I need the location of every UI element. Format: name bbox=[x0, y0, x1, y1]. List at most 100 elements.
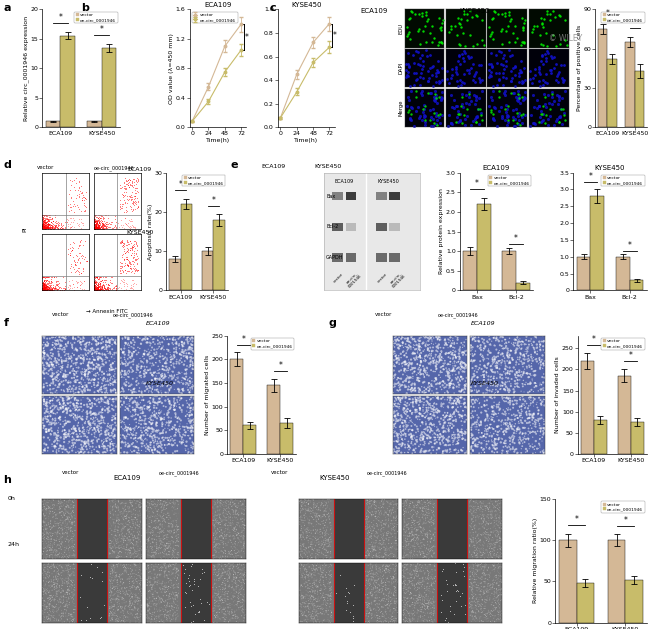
Point bbox=[69, 582, 79, 593]
Point bbox=[169, 562, 179, 572]
Point bbox=[52, 564, 62, 574]
Point bbox=[91, 219, 101, 229]
Point bbox=[136, 576, 147, 586]
Point bbox=[478, 498, 489, 508]
Point bbox=[486, 365, 496, 375]
Point bbox=[398, 553, 408, 563]
Point bbox=[454, 380, 464, 390]
Point bbox=[40, 510, 51, 520]
Point bbox=[527, 415, 538, 425]
Point bbox=[117, 582, 127, 593]
Point bbox=[120, 248, 130, 258]
Point bbox=[491, 363, 501, 373]
Point bbox=[365, 563, 376, 573]
Point bbox=[99, 224, 110, 234]
Point bbox=[68, 600, 79, 610]
Point bbox=[497, 590, 507, 600]
Point bbox=[108, 377, 118, 387]
Point bbox=[89, 214, 99, 224]
Point bbox=[428, 108, 439, 118]
Point bbox=[44, 220, 54, 230]
Point bbox=[185, 401, 195, 411]
Point bbox=[185, 576, 195, 586]
Point bbox=[211, 538, 222, 548]
Point bbox=[233, 509, 243, 520]
Point bbox=[400, 573, 411, 583]
Point bbox=[220, 546, 231, 556]
Point bbox=[312, 581, 322, 591]
Point bbox=[51, 574, 62, 584]
Point bbox=[109, 525, 120, 535]
Point bbox=[455, 75, 465, 86]
Point bbox=[294, 567, 305, 577]
Point bbox=[179, 369, 190, 379]
Point bbox=[131, 569, 141, 579]
Point bbox=[426, 404, 437, 414]
Point bbox=[383, 528, 393, 538]
Point bbox=[52, 382, 62, 392]
Point bbox=[406, 547, 417, 557]
Point bbox=[408, 348, 419, 359]
Point bbox=[472, 422, 482, 432]
Point bbox=[53, 435, 63, 445]
Point bbox=[521, 368, 532, 378]
Point bbox=[150, 499, 161, 509]
Point bbox=[90, 218, 101, 228]
Point bbox=[135, 576, 146, 586]
Point bbox=[467, 587, 478, 598]
Point bbox=[46, 276, 57, 286]
Point bbox=[75, 353, 86, 363]
Point bbox=[481, 614, 491, 624]
Point bbox=[174, 421, 185, 431]
Point bbox=[64, 239, 75, 249]
Point bbox=[217, 532, 228, 542]
Point bbox=[495, 535, 505, 545]
Title: ECA109: ECA109 bbox=[204, 2, 231, 8]
Point bbox=[133, 568, 143, 578]
Point bbox=[373, 511, 384, 521]
Point bbox=[46, 284, 56, 294]
Point bbox=[452, 586, 463, 596]
Point bbox=[411, 593, 421, 603]
Point bbox=[408, 565, 419, 576]
Point bbox=[530, 427, 540, 437]
Point bbox=[411, 501, 421, 511]
Point bbox=[111, 531, 122, 541]
Point bbox=[361, 576, 371, 586]
Point bbox=[306, 613, 317, 623]
Point bbox=[376, 606, 387, 616]
Point bbox=[388, 503, 398, 513]
Point bbox=[341, 604, 351, 615]
Point bbox=[480, 558, 491, 568]
Point bbox=[490, 576, 501, 586]
Point bbox=[43, 559, 53, 569]
Point bbox=[374, 616, 384, 626]
Point bbox=[90, 284, 101, 294]
Point bbox=[491, 615, 502, 625]
Point bbox=[167, 506, 177, 516]
Point bbox=[238, 604, 248, 615]
Point bbox=[161, 554, 171, 564]
Point bbox=[488, 535, 498, 545]
Point bbox=[296, 558, 307, 568]
Point bbox=[467, 567, 478, 577]
Point bbox=[422, 547, 433, 557]
Point bbox=[214, 593, 225, 603]
Point bbox=[210, 542, 220, 552]
Point bbox=[476, 402, 487, 412]
Point bbox=[76, 188, 86, 198]
Point bbox=[482, 541, 493, 551]
Point bbox=[62, 394, 73, 404]
Point bbox=[514, 411, 525, 421]
Point bbox=[313, 535, 323, 545]
Point bbox=[75, 343, 86, 353]
Point bbox=[44, 221, 55, 231]
Point bbox=[506, 432, 517, 442]
Point bbox=[476, 513, 487, 523]
Point bbox=[143, 503, 153, 513]
Point bbox=[40, 280, 50, 290]
Point bbox=[42, 284, 52, 294]
Point bbox=[148, 524, 158, 534]
Point bbox=[64, 376, 74, 386]
Point bbox=[411, 351, 422, 361]
